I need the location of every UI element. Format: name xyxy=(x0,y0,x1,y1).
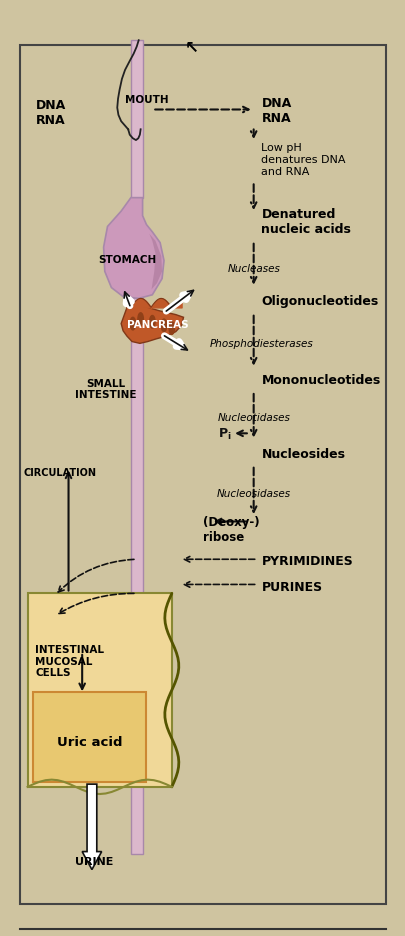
Text: INTESTINAL
MUCOSAL
CELLS: INTESTINAL MUCOSAL CELLS xyxy=(35,645,104,678)
Circle shape xyxy=(161,320,166,332)
Text: ↖: ↖ xyxy=(184,38,198,56)
Text: Phosphodiesterases: Phosphodiesterases xyxy=(209,339,313,349)
Polygon shape xyxy=(121,304,183,344)
Text: MOUTH: MOUTH xyxy=(124,95,168,105)
Text: URINE: URINE xyxy=(75,856,113,866)
Polygon shape xyxy=(103,198,164,300)
Text: Nucleosidases: Nucleosidases xyxy=(216,489,290,498)
FancyArrow shape xyxy=(82,784,101,870)
Text: SMALL
INTESTINE: SMALL INTESTINE xyxy=(75,378,136,400)
Polygon shape xyxy=(149,234,162,290)
Circle shape xyxy=(138,314,143,326)
Text: Nucleotidases: Nucleotidases xyxy=(217,413,290,423)
Text: Denatured
nucleic acids: Denatured nucleic acids xyxy=(261,208,350,236)
Text: CIRCULATION: CIRCULATION xyxy=(23,467,96,477)
Text: (Deoxy-)
ribose: (Deoxy-) ribose xyxy=(202,515,259,543)
Text: DNA
RNA: DNA RNA xyxy=(35,99,66,127)
FancyBboxPatch shape xyxy=(33,693,146,782)
FancyBboxPatch shape xyxy=(28,593,171,787)
Text: Mononucleotides: Mononucleotides xyxy=(261,373,380,387)
Text: Oligonucleotides: Oligonucleotides xyxy=(261,295,378,307)
Text: STOMACH: STOMACH xyxy=(98,255,156,265)
Text: PANCREAS: PANCREAS xyxy=(127,319,188,329)
Text: PYRIMIDINES: PYRIMIDINES xyxy=(261,554,352,567)
Text: Uric acid: Uric acid xyxy=(57,736,122,749)
Text: Nucleosides: Nucleosides xyxy=(261,447,345,461)
Circle shape xyxy=(149,316,155,329)
Polygon shape xyxy=(130,41,142,198)
Text: Low pH
denatures DNA
and RNA: Low pH denatures DNA and RNA xyxy=(261,143,345,176)
Circle shape xyxy=(130,318,135,330)
Text: DNA
RNA: DNA RNA xyxy=(261,97,291,125)
Text: PURINES: PURINES xyxy=(261,580,322,593)
Text: Nucleases: Nucleases xyxy=(227,264,279,273)
Polygon shape xyxy=(130,300,142,855)
Text: $\mathbf{P_i}$: $\mathbf{P_i}$ xyxy=(217,426,231,442)
FancyBboxPatch shape xyxy=(20,46,385,904)
Circle shape xyxy=(168,322,174,335)
